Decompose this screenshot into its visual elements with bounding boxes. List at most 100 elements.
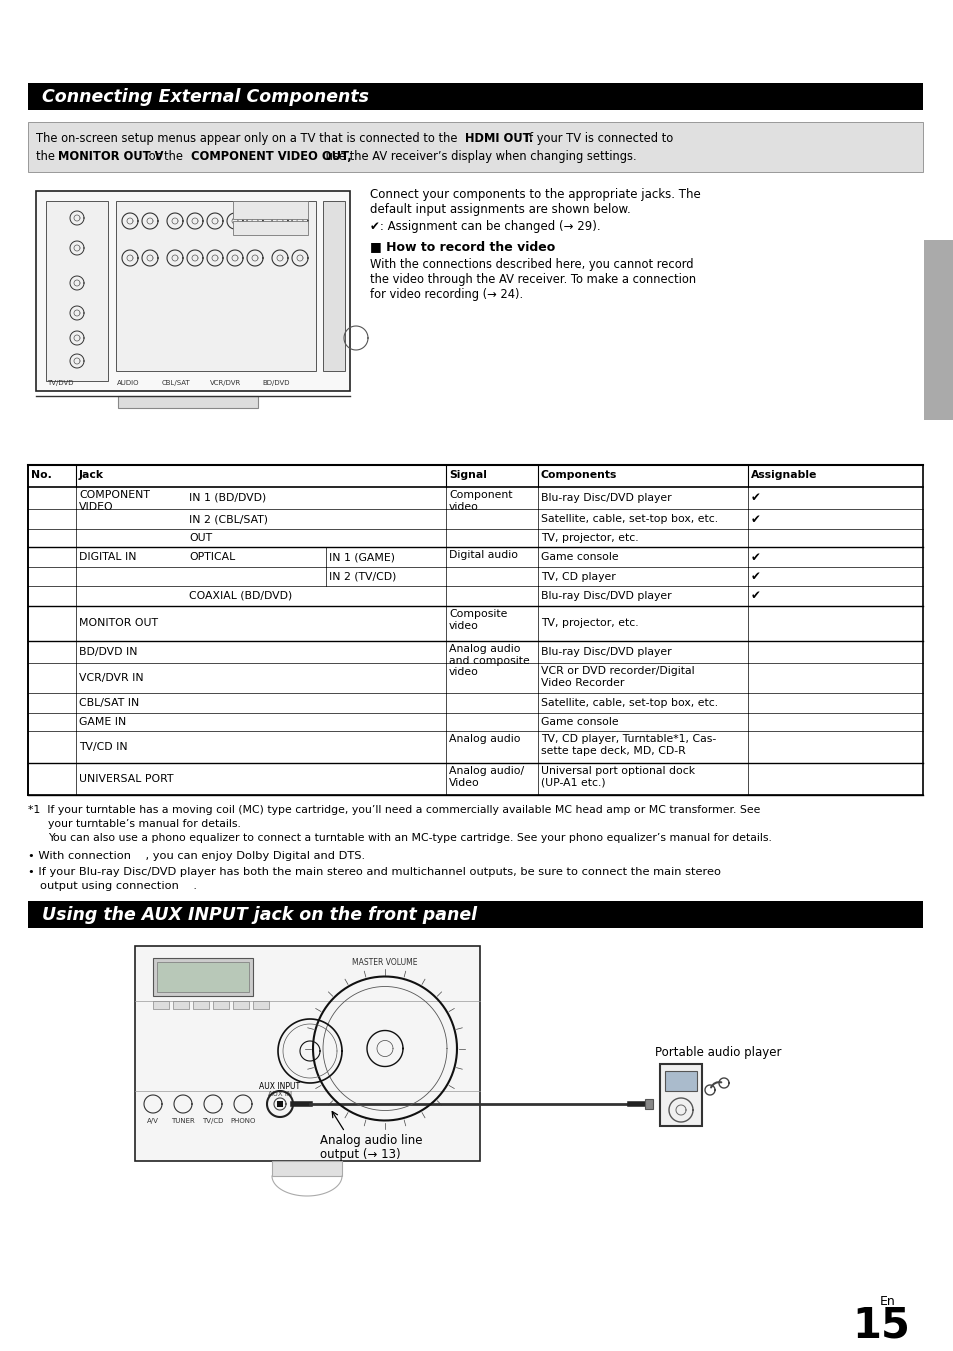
Bar	[28, 901, 923, 928]
Text: ✔: ✔	[750, 512, 760, 526]
Bar	[28, 693, 923, 713]
Bar	[36, 190, 350, 390]
Text: MASTER VOLUME: MASTER VOLUME	[352, 958, 417, 967]
Bar	[135, 946, 479, 1161]
Text: HDMI OUT.: HDMI OUT.	[464, 132, 533, 145]
Text: ✔: ✔	[750, 550, 760, 563]
Text: ✔: Assignment can be changed (→ 29).: ✔: Assignment can be changed (→ 29).	[370, 220, 600, 232]
Bar	[28, 486, 923, 509]
Text: Analog audio: Analog audio	[449, 734, 520, 744]
Bar	[28, 122, 923, 172]
Text: COMPONENT VIDEO OUT,: COMPONENT VIDEO OUT,	[191, 150, 352, 163]
Bar	[28, 567, 923, 586]
Text: Blu-ray Disc/DVD player: Blu-ray Disc/DVD player	[540, 493, 671, 503]
Bar	[152, 1001, 169, 1009]
Bar	[233, 1001, 249, 1009]
Text: Analog audio line: Analog audio line	[319, 1133, 422, 1147]
Text: Connecting External Components: Connecting External Components	[42, 89, 369, 107]
Text: VCR/DVR: VCR/DVR	[211, 380, 241, 386]
Text: OUT: OUT	[189, 534, 212, 543]
Text: Game console: Game console	[540, 717, 618, 727]
Text: *1  If your turntable has a moving coil (MC) type cartridge, you’ll need a comme: *1 If your turntable has a moving coil (…	[28, 805, 760, 815]
Text: Signal: Signal	[449, 470, 486, 480]
Text: Digital audio: Digital audio	[449, 550, 517, 561]
Text: default input assignments are shown below.: default input assignments are shown belo…	[370, 203, 630, 216]
Text: CBL/SAT: CBL/SAT	[161, 380, 191, 386]
Text: If your TV is connected to: If your TV is connected to	[521, 132, 673, 145]
Text: COMPONENT
VIDEO: COMPONENT VIDEO	[79, 490, 150, 512]
Text: AUDIO: AUDIO	[116, 380, 139, 386]
Text: DIGITAL IN: DIGITAL IN	[79, 553, 136, 562]
Text: IN 1 (GAME): IN 1 (GAME)	[329, 553, 395, 562]
Bar	[28, 713, 923, 731]
Text: TV, projector, etc.: TV, projector, etc.	[540, 619, 638, 628]
Text: TUNER: TUNER	[171, 1119, 194, 1124]
Bar	[28, 607, 923, 640]
Text: GAME IN: GAME IN	[79, 717, 126, 727]
Bar	[272, 1161, 341, 1175]
Text: ✔: ✔	[750, 589, 760, 603]
Text: Components: Components	[540, 470, 617, 480]
Text: the: the	[36, 150, 58, 163]
Text: IN 1 (BD/DVD): IN 1 (BD/DVD)	[189, 493, 266, 503]
Text: En: En	[879, 1296, 895, 1308]
Text: BD/DVD: BD/DVD	[262, 380, 290, 386]
Text: VCR or DVD recorder/Digital
Video Recorder: VCR or DVD recorder/Digital Video Record…	[540, 666, 694, 688]
Text: ✔: ✔	[750, 492, 760, 504]
Text: IN 2 (CBL/SAT): IN 2 (CBL/SAT)	[189, 513, 268, 524]
Text: BD/DVD IN: BD/DVD IN	[79, 647, 137, 657]
Text: Composite
video: Composite video	[449, 609, 507, 631]
Text: OPTICAL: OPTICAL	[189, 553, 235, 562]
Text: ■ How to record the video: ■ How to record the video	[370, 240, 555, 253]
Text: Satellite, cable, set-top box, etc.: Satellite, cable, set-top box, etc.	[540, 698, 718, 708]
Text: Blu-ray Disc/DVD player: Blu-ray Disc/DVD player	[540, 647, 671, 657]
Bar	[213, 1001, 229, 1009]
Bar	[664, 1071, 697, 1092]
Text: • If your Blu-ray Disc/DVD player has both the main stereo and multichannel outp: • If your Blu-ray Disc/DVD player has bo…	[28, 867, 720, 877]
Bar	[28, 465, 923, 486]
Bar	[276, 1101, 283, 1106]
Bar	[116, 201, 315, 372]
Text: A/V: A/V	[147, 1119, 159, 1124]
Bar	[118, 396, 257, 408]
Bar	[28, 82, 923, 109]
Text: IN 2 (TV/CD): IN 2 (TV/CD)	[329, 571, 395, 581]
Text: TV, CD player, Turntable*1, Cas-
sette tape deck, MD, CD-R: TV, CD player, Turntable*1, Cas- sette t…	[540, 734, 716, 755]
Text: Jack: Jack	[79, 470, 104, 480]
Bar	[28, 763, 923, 794]
Text: 15: 15	[851, 1305, 909, 1347]
Bar	[157, 962, 249, 992]
Bar	[193, 1001, 209, 1009]
Text: use the AV receiver’s display when changing settings.: use the AV receiver’s display when chang…	[322, 150, 636, 163]
Bar	[28, 547, 923, 567]
Text: your turntable’s manual for details.: your turntable’s manual for details.	[48, 819, 240, 830]
Text: Analog audio
and composite
video: Analog audio and composite video	[449, 644, 529, 677]
Bar	[28, 663, 923, 693]
Text: or the: or the	[145, 150, 187, 163]
Text: ✔: ✔	[750, 570, 760, 584]
Text: CBL/SAT IN: CBL/SAT IN	[79, 698, 139, 708]
Text: MONITOR OUT: MONITOR OUT	[79, 619, 158, 628]
Text: output (→ 13): output (→ 13)	[319, 1148, 400, 1161]
Text: AUX IN: AUX IN	[268, 1092, 292, 1097]
Text: Analog audio/
Video: Analog audio/ Video	[449, 766, 523, 788]
Bar	[923, 240, 953, 420]
Text: TV/CD: TV/CD	[202, 1119, 223, 1124]
Text: COAXIAL (BD/DVD): COAXIAL (BD/DVD)	[189, 590, 292, 601]
Text: AUX INPUT: AUX INPUT	[259, 1082, 300, 1092]
Text: TV, projector, etc.: TV, projector, etc.	[540, 534, 638, 543]
Text: MONITOR OUT V: MONITOR OUT V	[58, 150, 163, 163]
Text: Connect your components to the appropriate jacks. The: Connect your components to the appropria…	[370, 188, 700, 201]
Bar	[233, 222, 308, 235]
Text: Universal port optional dock
(UP-A1 etc.): Universal port optional dock (UP-A1 etc.…	[540, 766, 695, 788]
Text: output using connection    .: output using connection .	[40, 881, 196, 892]
Text: Assignable: Assignable	[750, 470, 817, 480]
Text: Using the AUX INPUT jack on the front panel: Using the AUX INPUT jack on the front pa…	[42, 907, 477, 924]
Text: You can also use a phono equalizer to connect a turntable with an MC-type cartri: You can also use a phono equalizer to co…	[48, 834, 771, 843]
Bar	[28, 731, 923, 763]
Bar	[28, 640, 923, 663]
Text: TV, CD player: TV, CD player	[540, 571, 615, 581]
Bar	[323, 201, 345, 372]
Text: Blu-ray Disc/DVD player: Blu-ray Disc/DVD player	[540, 590, 671, 601]
Text: Satellite, cable, set-top box, etc.: Satellite, cable, set-top box, etc.	[540, 513, 718, 524]
